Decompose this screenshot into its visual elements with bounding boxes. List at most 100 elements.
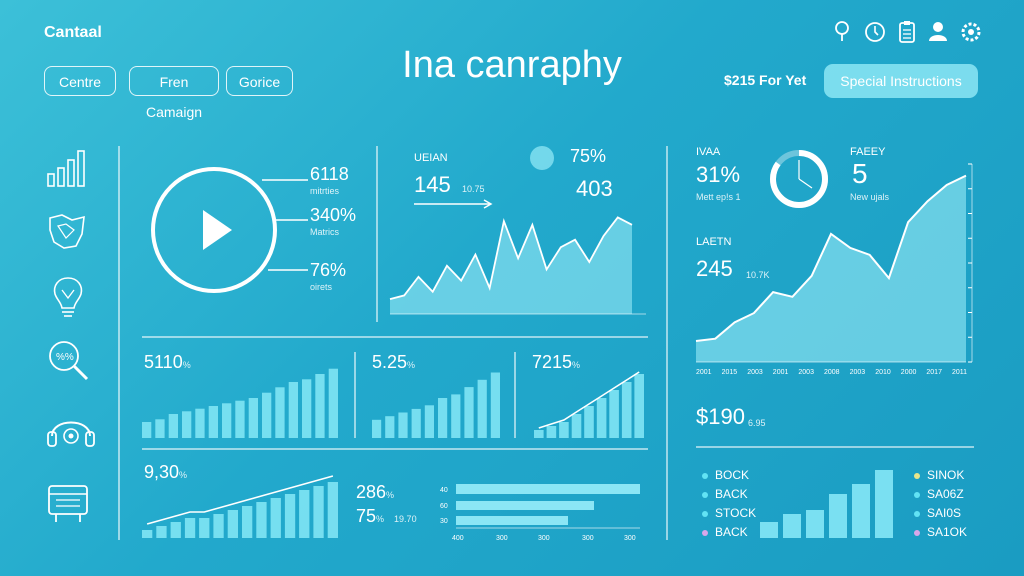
bar (262, 392, 272, 438)
bar (213, 514, 224, 538)
bar (385, 416, 395, 438)
clipboard-icon[interactable] (898, 20, 916, 44)
bar (411, 408, 421, 438)
status-dot (530, 146, 554, 170)
stat-label: mitrties (310, 186, 339, 196)
hbar-bar (456, 484, 640, 494)
special-instructions-button[interactable]: Special Instructions (824, 64, 978, 98)
trend-area-chart (389, 216, 646, 315)
bar (490, 372, 500, 438)
right-stat-sub: New ujals (850, 192, 890, 202)
stat-value: 76% (310, 260, 347, 280)
legend-item: SINOK (914, 466, 967, 485)
bar (142, 422, 152, 438)
settings-icon[interactable] (960, 21, 982, 43)
play-button-icon[interactable] (150, 166, 280, 296)
bar (424, 405, 434, 438)
right-x-label: 2000 (901, 369, 917, 376)
bar-chart-3 (534, 371, 644, 438)
legend-item: BACK (702, 485, 756, 504)
trend-value-a-sub: 10.75 (462, 184, 485, 194)
sidebar-divider (118, 146, 120, 540)
legend-right: SINOK SA06Z SAI0S SA1OK (914, 466, 967, 542)
panel-divider (666, 146, 668, 540)
hbar-tick: 60 (440, 503, 448, 510)
nav-gorice-button[interactable]: Gorice (226, 66, 293, 96)
hbar-value-a: 286% (356, 482, 395, 502)
right-x-label: 2001 (773, 369, 789, 376)
bar (235, 400, 245, 438)
panel-divider (514, 352, 516, 438)
bar (464, 387, 474, 438)
bar-panel-value: 5110% (144, 352, 191, 372)
bar (227, 510, 238, 538)
right-x-label: 2003 (747, 369, 763, 376)
bar (571, 414, 582, 438)
right-x-label: 2017 (926, 369, 942, 376)
right-x-label: 2008 (824, 369, 840, 376)
legend-bar (760, 522, 778, 538)
brand-logo[interactable]: Cantaal (44, 24, 102, 41)
hbar-value-b: 75% 19.70 (356, 506, 417, 526)
map-icon[interactable] (46, 212, 88, 252)
hbar-x-label: 300 (538, 535, 550, 542)
bar-trend-line (538, 371, 640, 429)
bar (182, 411, 192, 438)
lightbulb-icon[interactable] (50, 276, 86, 320)
right-stat-sub: Mett ep!s 1 (696, 192, 741, 202)
hbar-bar (456, 501, 594, 510)
trend-value-b: 403 (576, 176, 613, 201)
price-label: $215 For Yet (724, 72, 807, 88)
bar (184, 518, 196, 538)
bar (195, 408, 205, 438)
nav-centre-button[interactable]: Centre (44, 66, 116, 96)
svg-text:%%: %% (56, 352, 74, 363)
hbar-bar (456, 516, 568, 525)
bar (284, 494, 296, 538)
stat-value: 6118 (310, 164, 349, 184)
bar-chart-icon[interactable] (46, 148, 88, 188)
stat-label: oirets (310, 282, 333, 292)
bar (584, 406, 594, 438)
bar (313, 486, 324, 538)
trend-value-a: 145 (414, 172, 451, 197)
trend-percent: 75% (570, 146, 607, 166)
right-line (695, 174, 967, 342)
donut-arc (770, 150, 828, 208)
bar-trend-line (146, 475, 334, 525)
clock-icon[interactable] (864, 21, 886, 43)
headset-icon[interactable] (46, 410, 96, 450)
trend-label: UEIAN (414, 152, 448, 164)
arrow-right-icon (414, 199, 493, 209)
bar-chart-2 (372, 372, 500, 438)
bar (275, 387, 285, 438)
right-x-label: 2003 (798, 369, 814, 376)
bar (634, 374, 644, 438)
right-x-label: 2001 (696, 369, 712, 376)
right-stat-label: FAEEY (850, 146, 886, 158)
legend-item: STOCK (702, 504, 756, 523)
legend-item: SA1OK (914, 523, 967, 542)
video-connector-lines (262, 179, 308, 271)
bottom-bar-chart (142, 475, 338, 538)
panel-divider (354, 352, 356, 438)
legend-item: SAI0S (914, 504, 967, 523)
right-stat-label: LAETN (696, 236, 732, 248)
bar (256, 502, 267, 538)
right-stat-label: IVAA (696, 146, 721, 158)
bar (288, 382, 298, 438)
bar (451, 394, 461, 438)
nav-campaign-button[interactable]: Fren Camaign (129, 66, 219, 120)
pin-icon[interactable] (832, 20, 852, 42)
hbar-x-label: 300 (496, 535, 508, 542)
right-x-label: 2010 (875, 369, 891, 376)
search-icon[interactable]: %% (46, 338, 90, 382)
right-x-label: 2011 (952, 369, 967, 376)
row-divider (142, 448, 648, 450)
right-area (696, 175, 966, 362)
user-icon[interactable] (928, 20, 948, 42)
hbar-x-label: 300 (624, 535, 636, 542)
right-stat-sub: 10.7K (746, 270, 770, 280)
legend-bar (852, 484, 870, 538)
calendar-icon[interactable] (46, 480, 90, 524)
